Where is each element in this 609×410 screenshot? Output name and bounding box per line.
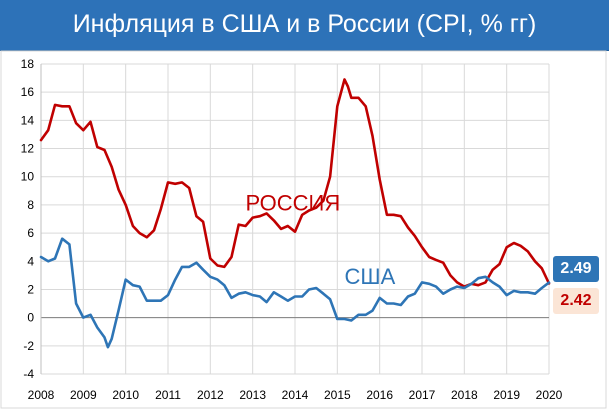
- x-tick-label: 2017: [409, 388, 436, 402]
- x-tick-label: 2008: [28, 388, 55, 402]
- x-tick-label: 2010: [112, 388, 139, 402]
- usa-series-label: США: [345, 264, 396, 289]
- chart-title: Инфляция в США и в России (CPI, % гг): [72, 10, 537, 38]
- gridlines: [40, 63, 550, 375]
- series-line-russia: [39, 78, 551, 288]
- x-tick-label: 2012: [197, 388, 224, 402]
- y-tick-label: 16: [21, 85, 35, 99]
- axes: -4 -2 0 2 4 6 8 10 12 14 16 18 2008 2009 2010 2011 2012 2…: [21, 57, 563, 402]
- y-tick-label: 10: [21, 170, 35, 184]
- y-tick-label: 2: [27, 282, 34, 296]
- y-tick-label: -2: [23, 339, 34, 353]
- y-tick-label: 4: [27, 254, 34, 268]
- x-tick-label: 2013: [239, 388, 266, 402]
- russia-series-label: РОССИЯ: [245, 191, 340, 216]
- x-tick-label: 2020: [536, 388, 563, 402]
- y-tick-label: 0: [27, 311, 34, 325]
- x-tick-label: 2018: [451, 388, 478, 402]
- x-tick-label: 2019: [493, 388, 520, 402]
- title-bar: Инфляция в США и в России (CPI, % гг): [0, 0, 609, 51]
- y-tick-label: -4: [23, 367, 34, 381]
- y-tick-label: 14: [21, 113, 35, 127]
- end-label-russia: 2.42: [553, 288, 599, 314]
- x-tick-label: 2014: [282, 388, 309, 402]
- y-tick-label: 8: [27, 198, 34, 212]
- x-tick-label: 2015: [324, 388, 351, 402]
- end-label-usa: 2.49: [553, 256, 599, 282]
- x-tick-label: 2016: [366, 388, 393, 402]
- series-group: [39, 78, 551, 349]
- series-line-usa: [39, 237, 551, 349]
- y-tick-label: 6: [27, 226, 34, 240]
- y-tick-label: 12: [21, 142, 35, 156]
- x-tick-label: 2011: [155, 388, 181, 402]
- annotation-group: РОССИЯ США: [245, 191, 395, 289]
- plot-area-border: [0, 50, 607, 409]
- line-chart: -4 -2 0 2 4 6 8 10 12 14 16 18 2008 2009 2010 2011 2012 2…: [0, 50, 607, 409]
- x-tick-label: 2009: [70, 388, 97, 402]
- y-tick-label: 18: [21, 57, 35, 71]
